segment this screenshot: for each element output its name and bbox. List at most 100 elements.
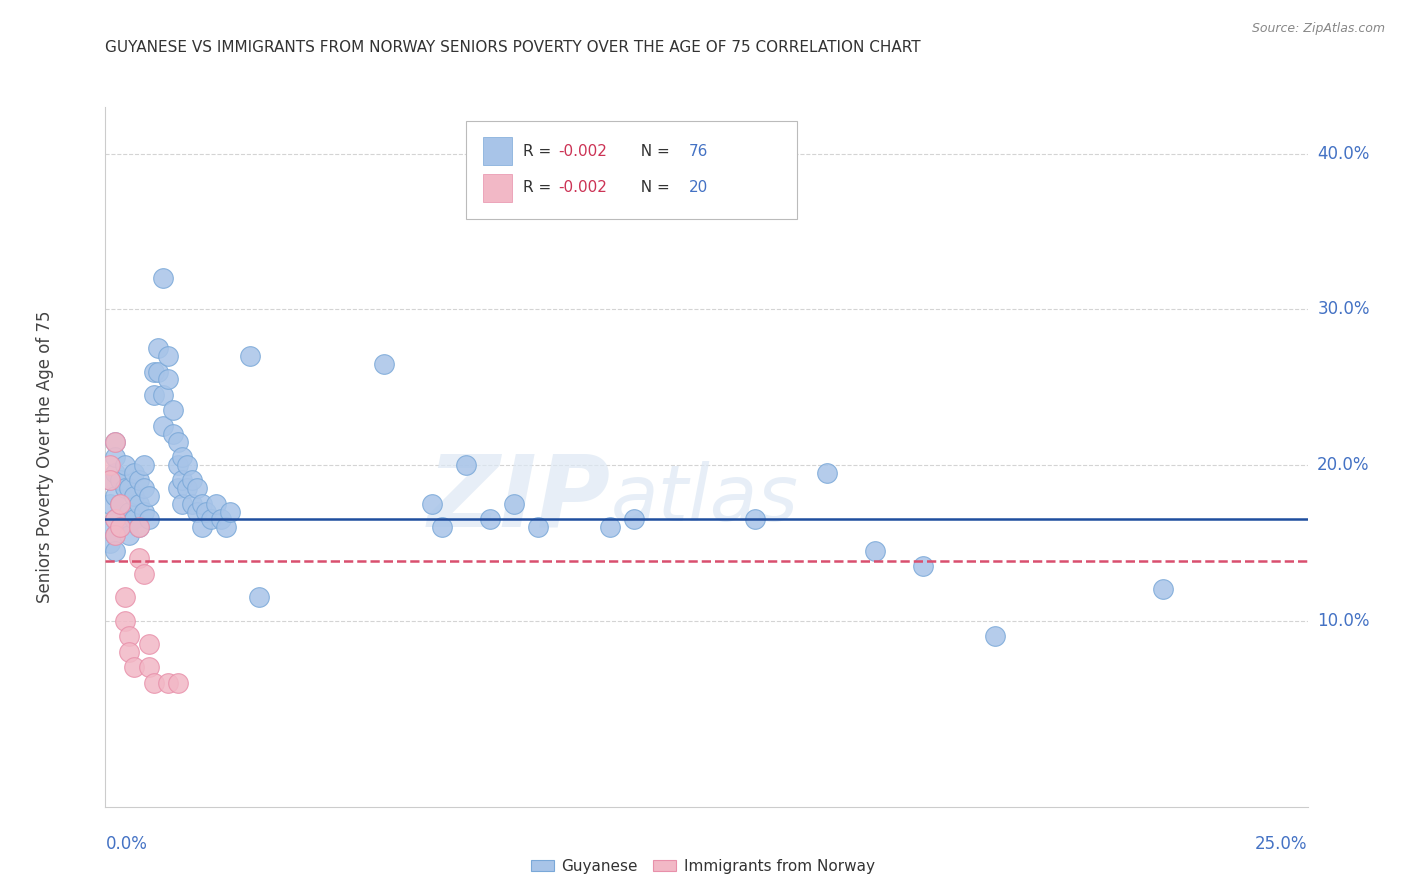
Text: 25.0%: 25.0% xyxy=(1256,835,1308,854)
Point xyxy=(156,349,179,363)
Point xyxy=(104,528,127,542)
Point xyxy=(156,372,179,386)
Point xyxy=(118,528,141,542)
Point xyxy=(200,512,222,526)
Point xyxy=(104,543,127,558)
Point xyxy=(104,489,127,503)
Point xyxy=(104,434,127,449)
Point xyxy=(128,474,150,488)
Text: 20.0%: 20.0% xyxy=(1317,456,1369,474)
Point xyxy=(209,512,232,526)
Point xyxy=(114,591,136,605)
Text: -0.002: -0.002 xyxy=(558,180,607,195)
Point xyxy=(124,489,146,503)
Text: atlas: atlas xyxy=(610,461,799,537)
Point xyxy=(142,365,165,379)
Point xyxy=(124,660,146,674)
Text: 0.0%: 0.0% xyxy=(105,835,148,854)
Point xyxy=(214,520,236,534)
Point xyxy=(239,349,262,363)
Point xyxy=(599,520,621,534)
Point xyxy=(1152,582,1174,597)
Point xyxy=(152,388,174,402)
Text: N =: N = xyxy=(631,180,675,195)
Point xyxy=(104,450,127,465)
Point xyxy=(142,388,165,402)
Point xyxy=(527,520,550,534)
Text: 40.0%: 40.0% xyxy=(1317,145,1369,162)
Point xyxy=(503,497,526,511)
Point xyxy=(108,474,131,488)
Point xyxy=(104,434,127,449)
Text: GUYANESE VS IMMIGRANTS FROM NORWAY SENIORS POVERTY OVER THE AGE OF 75 CORRELATIO: GUYANESE VS IMMIGRANTS FROM NORWAY SENIO… xyxy=(105,40,921,55)
Point xyxy=(186,481,208,495)
Legend: Guyanese, Immigrants from Norway: Guyanese, Immigrants from Norway xyxy=(524,853,882,880)
Point xyxy=(118,645,141,659)
Text: ZIP: ZIP xyxy=(427,450,610,548)
Point xyxy=(132,505,155,519)
Point xyxy=(623,512,645,526)
Point xyxy=(430,520,453,534)
Text: 20: 20 xyxy=(689,180,707,195)
Point xyxy=(128,497,150,511)
Point xyxy=(138,637,160,651)
Point xyxy=(98,474,121,488)
Point xyxy=(190,520,212,534)
Point xyxy=(863,543,886,558)
Point xyxy=(422,497,444,511)
Point xyxy=(205,497,228,511)
Point xyxy=(186,505,208,519)
Point xyxy=(162,403,184,417)
Point xyxy=(108,520,131,534)
Point xyxy=(181,474,204,488)
Point xyxy=(148,341,170,355)
Point xyxy=(128,520,150,534)
Point xyxy=(98,520,121,534)
Point xyxy=(479,512,502,526)
Point xyxy=(172,450,194,465)
Point xyxy=(162,426,184,441)
Point xyxy=(114,458,136,472)
Point xyxy=(152,419,174,434)
Point xyxy=(118,629,141,643)
Point xyxy=(118,505,141,519)
Point xyxy=(98,497,121,511)
FancyBboxPatch shape xyxy=(482,174,512,202)
Point xyxy=(172,474,194,488)
Text: 30.0%: 30.0% xyxy=(1317,301,1369,318)
Point xyxy=(166,458,188,472)
Point xyxy=(128,551,150,566)
Point xyxy=(166,434,188,449)
Point xyxy=(219,505,242,519)
Point xyxy=(138,512,160,526)
Point xyxy=(744,512,766,526)
Text: R =: R = xyxy=(523,180,555,195)
Point xyxy=(132,481,155,495)
Point xyxy=(108,497,131,511)
Point xyxy=(108,497,131,511)
Point xyxy=(815,466,838,480)
Point xyxy=(114,481,136,495)
Point xyxy=(104,528,127,542)
Text: Source: ZipAtlas.com: Source: ZipAtlas.com xyxy=(1251,22,1385,36)
Point xyxy=(190,497,212,511)
Point xyxy=(98,535,121,549)
Text: -0.002: -0.002 xyxy=(558,144,607,159)
Point xyxy=(148,365,170,379)
Text: 76: 76 xyxy=(689,144,707,159)
Point xyxy=(142,675,165,690)
Text: 10.0%: 10.0% xyxy=(1317,612,1369,630)
Point xyxy=(166,675,188,690)
Point xyxy=(156,675,179,690)
Point xyxy=(172,497,194,511)
Text: R =: R = xyxy=(523,144,555,159)
Point xyxy=(138,489,160,503)
Point xyxy=(166,481,188,495)
Point xyxy=(152,271,174,285)
Point xyxy=(98,458,121,472)
Point xyxy=(104,466,127,480)
Point xyxy=(176,481,198,495)
Point xyxy=(195,505,218,519)
Point xyxy=(373,357,395,371)
FancyBboxPatch shape xyxy=(465,121,797,219)
